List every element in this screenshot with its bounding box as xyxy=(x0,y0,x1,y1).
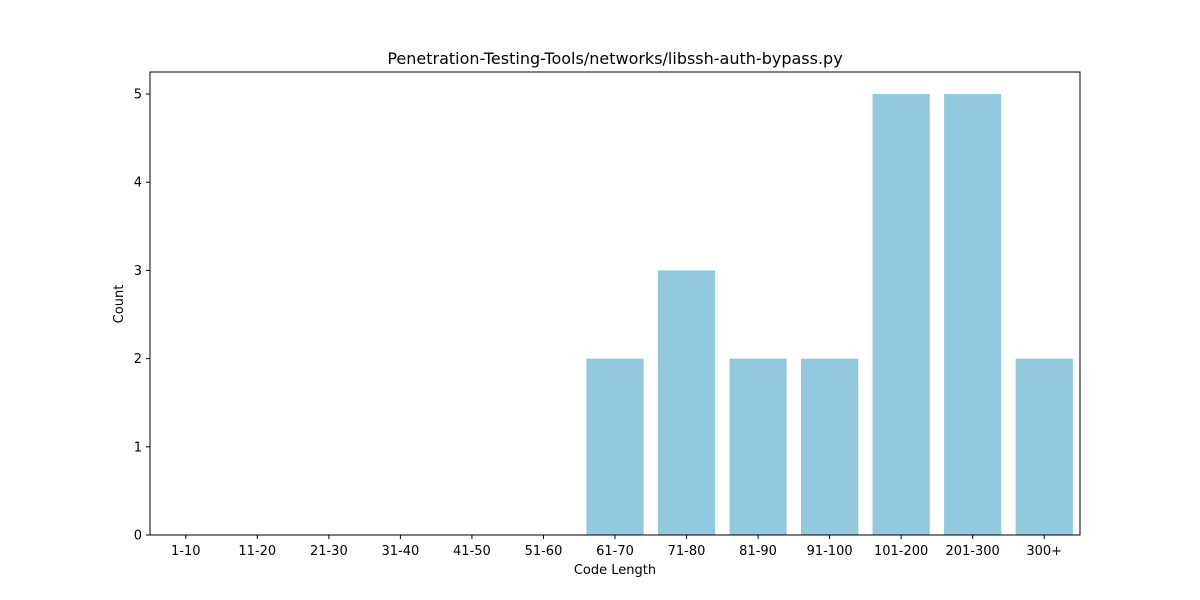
bar-300+ xyxy=(1015,358,1073,535)
y-axis-ticks: 0 1 2 3 4 5 xyxy=(134,88,150,544)
x-tick-label: 101-200 xyxy=(874,544,928,559)
x-axis-ticks: 1-10 11-20 21-30 31-40 41-50 51-60 61-70 71-80 8… xyxy=(171,535,1062,559)
bar-61-70 xyxy=(586,358,644,535)
y-tick-label: 5 xyxy=(134,88,142,103)
bar-81-90 xyxy=(729,358,787,535)
y-tick-label: 4 xyxy=(134,176,142,191)
bar-71-80 xyxy=(657,270,716,535)
x-axis-label: Code Length xyxy=(574,563,656,578)
x-tick-label: 81-90 xyxy=(739,544,777,559)
x-tick-label: 31-40 xyxy=(381,544,419,559)
y-tick-label: 1 xyxy=(134,440,142,455)
x-tick-label: 51-60 xyxy=(525,544,563,559)
x-tick-label: 41-50 xyxy=(453,544,491,559)
y-tick-label: 2 xyxy=(134,352,142,367)
x-tick-label: 1-10 xyxy=(171,544,201,559)
x-tick-label: 201-300 xyxy=(946,544,1000,559)
chart-title: Penetration-Testing-Tools/networks/libss… xyxy=(387,49,842,68)
x-tick-label: 21-30 xyxy=(310,544,348,559)
bars-layer xyxy=(586,94,1073,536)
x-tick-label: 300+ xyxy=(1026,544,1062,559)
bar-101-200 xyxy=(872,94,930,536)
x-tick-label: 61-70 xyxy=(596,544,634,559)
x-tick-label: 11-20 xyxy=(238,544,276,559)
x-tick-label: 71-80 xyxy=(668,544,706,559)
y-tick-label: 0 xyxy=(134,529,142,544)
y-axis-label: Count xyxy=(112,285,127,324)
y-tick-label: 3 xyxy=(134,264,142,279)
x-tick-label: 91-100 xyxy=(807,544,853,559)
bar-91-100 xyxy=(801,358,859,535)
bar-201-300 xyxy=(944,94,1002,536)
